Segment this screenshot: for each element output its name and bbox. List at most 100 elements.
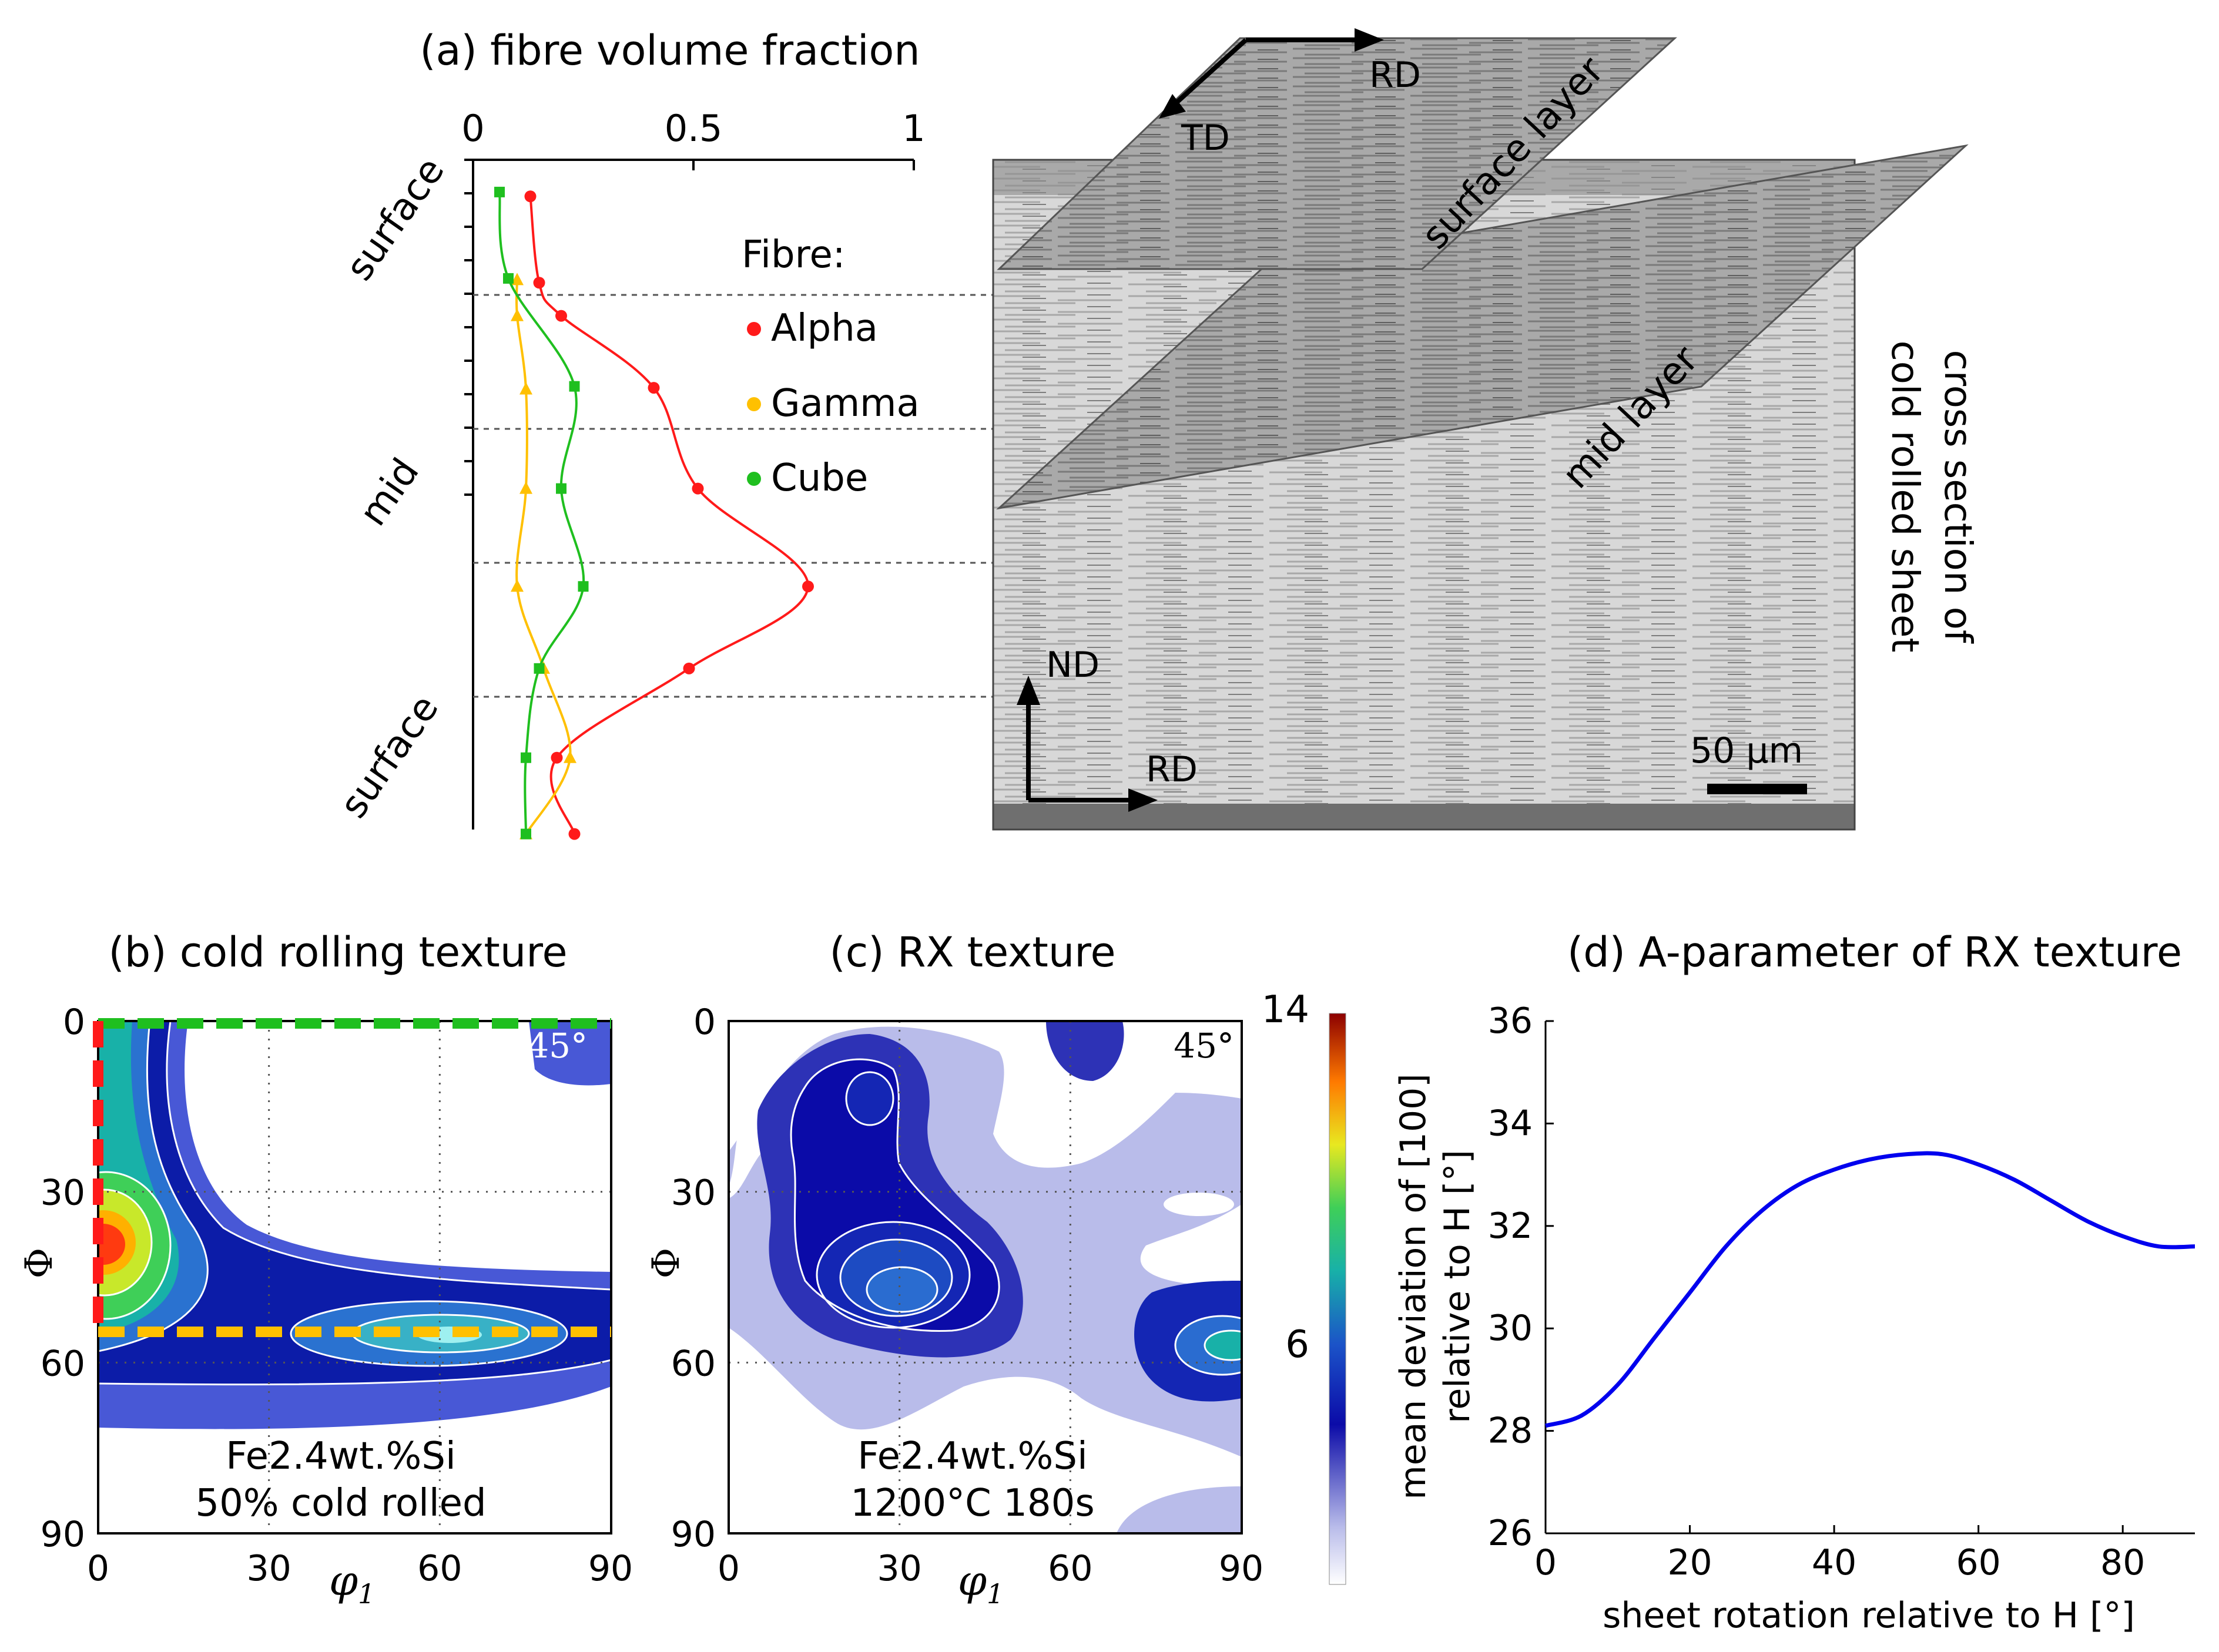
scale-bar-label: 50 µm <box>1690 730 1803 771</box>
panel-b-x-tick-label: 90 <box>588 1548 633 1589</box>
alpha-fibre-line <box>529 196 810 835</box>
cube-point <box>503 273 514 284</box>
panel-d-y-tick-label: 32 <box>1488 1206 1533 1247</box>
panel-d-y-tick-label: 30 <box>1488 1308 1533 1349</box>
rd-bottom-arrowhead <box>1128 788 1158 812</box>
panel-b-corner-label: 45° <box>527 1026 588 1066</box>
panel-d-x-tick-label: 60 <box>1956 1542 2000 1583</box>
panel-d-x-tick-label: 80 <box>2100 1542 2145 1583</box>
contour-b-11 <box>98 1224 125 1265</box>
panel-c-x-tick-label: 0 <box>718 1548 740 1589</box>
gamma-point <box>511 308 524 321</box>
panel-a-x-ticks: 0 0.5 1 <box>461 107 926 170</box>
panel-c-odf: 45° Fe2.4wt.%Si 1200°C 180s <box>728 1020 1243 1535</box>
panel-c-y-tick-label: 90 <box>671 1514 716 1555</box>
cube-point <box>578 581 589 592</box>
panel-c-contours <box>729 1021 1242 1533</box>
panel-d-x-label: sheet rotation relative to H [°] <box>1603 1595 2135 1636</box>
cube-point <box>556 483 567 494</box>
contour-b-lines <box>98 1021 611 1386</box>
rd-top-arrowhead <box>1355 28 1384 52</box>
panel-a-x-tick-label: 0.5 <box>665 107 723 150</box>
panel-c-title: (c) RX texture <box>829 928 1115 976</box>
panel-a-y-ticks <box>464 159 473 496</box>
contour-c-9 <box>867 1267 937 1312</box>
contour-b-corner <box>529 1021 611 1086</box>
panel-c-label-line1: Fe2.4wt.%Si <box>857 1435 1087 1478</box>
cross-section-label-line2: cold rolled sheet <box>1883 341 1926 653</box>
cube-point <box>521 752 531 763</box>
mid-layer-plane <box>996 144 1969 510</box>
panel-b-x-label: φ1 <box>329 1557 375 1610</box>
gamma-point <box>519 382 532 395</box>
panel-b-y-tick-label: 60 <box>41 1343 85 1384</box>
panel-d-title: (d) A-parameter of RX texture <box>1567 928 2182 976</box>
panel-c-y-label: Φ <box>645 1248 688 1278</box>
panel-b-title: (b) cold rolling texture <box>108 928 567 976</box>
alpha-point <box>648 382 660 394</box>
layer-label-top-surface: surface <box>338 150 453 288</box>
contour-c-14 <box>1205 1331 1242 1360</box>
panel-c-grid <box>729 1021 1241 1533</box>
panel-c-x-tick-label: 90 <box>1219 1548 1263 1589</box>
panel-d-y-tick-label: 36 <box>1488 1000 1533 1042</box>
panel-a-title: (a) fibre volume fraction <box>420 26 920 75</box>
alpha-label: Alpha <box>771 307 878 350</box>
alpha-point <box>692 482 704 495</box>
panel-c-x-tick-label: 30 <box>877 1548 921 1589</box>
alpha-marker <box>747 322 761 336</box>
panel-c-label-line2: 1200°C 180s <box>850 1482 1094 1525</box>
nd-arrowhead <box>1017 676 1040 705</box>
contour-c-4 <box>1164 1193 1234 1216</box>
cross-section-bottom-band <box>993 804 1855 830</box>
panel-d-x-tick-label: 0 <box>1534 1542 1557 1583</box>
panel-d-ticks: 0 20 40 60 80 26 28 30 32 34 36 <box>1488 1000 2146 1583</box>
alpha-point <box>533 277 545 289</box>
layer-label-mid: mid <box>351 451 428 533</box>
alpha-point <box>555 310 567 322</box>
rd-td-axes <box>1165 38 1372 113</box>
cube-point <box>521 828 531 840</box>
contour-b-2 <box>98 1021 611 1385</box>
panel-b-x-tick-label: 60 <box>417 1548 462 1589</box>
panel-c-frame <box>728 1020 1243 1535</box>
nd-label: ND <box>1046 644 1100 686</box>
colorbar-tick-6: 6 <box>1285 1323 1309 1366</box>
gamma-label: Gamma <box>771 382 920 425</box>
cube-point <box>494 186 505 197</box>
panel-b-x-tick-label: 0 <box>87 1548 109 1589</box>
contour-c-15 <box>1117 1486 1242 1533</box>
micrograph: surface layer mid layer cross section of… <box>992 28 1979 831</box>
colorbar-tick-14: 14 <box>1262 988 1309 1032</box>
fibre-legend-item-cube: Cube <box>747 456 868 500</box>
alpha-point <box>524 190 537 203</box>
panel-b-y-tick-label: 0 <box>63 1002 85 1043</box>
alpha-point <box>683 662 695 674</box>
rd-bottom-label: RD <box>1146 749 1198 790</box>
cube-point <box>534 663 545 674</box>
colorbar-label-line2: relative to H [°] <box>1437 1150 1478 1423</box>
alpha-point <box>802 580 814 593</box>
cross-section-label-line1: cross section of <box>1936 350 1979 644</box>
panel-b-x-tick-label: 30 <box>246 1548 291 1589</box>
contour-c-10 <box>846 1072 893 1125</box>
cube-label: Cube <box>771 456 868 500</box>
panel-a-x-tick-label: 0 <box>461 107 484 150</box>
gamma-point <box>564 750 576 763</box>
contour-c-lines <box>790 1058 1242 1376</box>
panel-b-odf: 45° Fe2.4wt.%Si 50% cold rolled <box>93 1018 612 1535</box>
cube-marker <box>747 472 761 486</box>
panel-b-label-line1: Fe2.4wt.%Si <box>226 1435 455 1478</box>
alpha-point <box>551 751 563 764</box>
panel-b-grid <box>98 1021 611 1533</box>
fibre-legend-item-gamma: Gamma <box>747 382 920 425</box>
panel-d-y-tick-label: 34 <box>1488 1103 1533 1144</box>
gamma-point <box>511 273 524 286</box>
fibre-legend-title: Fibre: <box>742 233 845 277</box>
panel-c-y-tick-label: 0 <box>693 1002 716 1043</box>
panel-c-x-tick-label: 60 <box>1048 1548 1092 1589</box>
nd-rd-axes <box>1026 690 1143 803</box>
td-arrowhead <box>1159 94 1186 119</box>
fibre-legend-item-alpha: Alpha <box>747 307 878 350</box>
